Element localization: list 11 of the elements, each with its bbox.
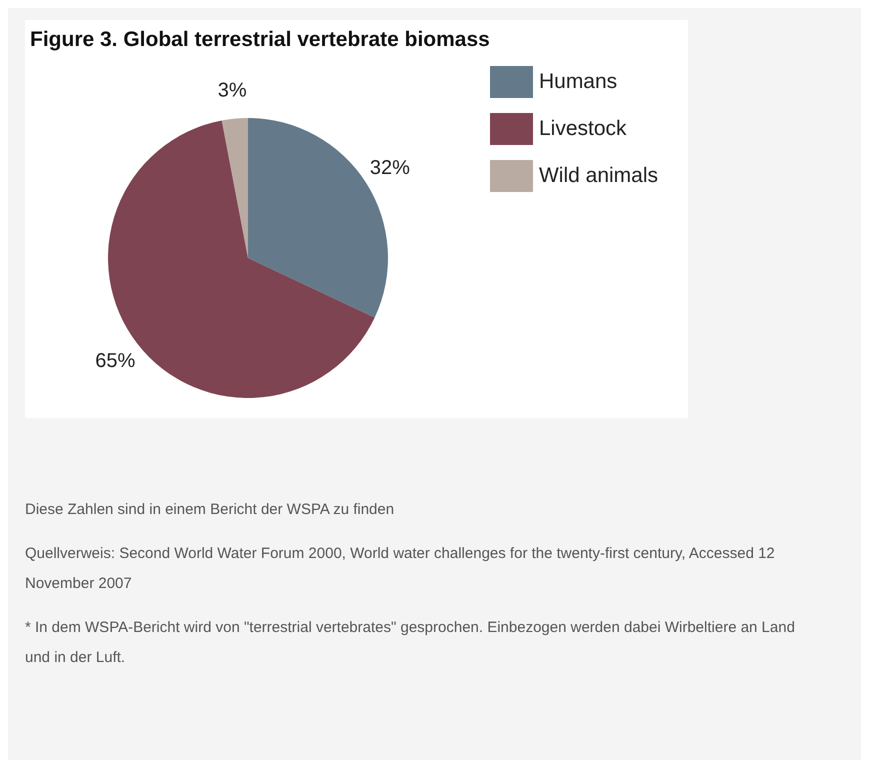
text: * In dem WSPA-Bericht wird von "terrestrial vertebrates" gesprochen. Einbezogen werden dabei Wirbeltiere an Land und in der Luft.	[25, 618, 796, 668]
text: Quellverweis: Second World Water Forum 2000, World water challenges for the twenty-first century, Accessed 12 November 2007	[25, 544, 776, 594]
pie-slice	[222, 118, 248, 258]
data-label: 32%	[370, 156, 410, 179]
text: Diese Zahlen sind in einem Bericht der WSPA zu finden	[25, 500, 396, 520]
data-label: 3%	[218, 80, 247, 102]
legend-label: Humans	[538, 70, 618, 94]
data-label: 65%	[95, 350, 136, 372]
chart-title: Figure 3. Global terrestrial vertebrate biomass	[29, 27, 491, 53]
legend-label: Wild animals	[538, 164, 658, 188]
legend-label: Livestock	[538, 116, 627, 140]
